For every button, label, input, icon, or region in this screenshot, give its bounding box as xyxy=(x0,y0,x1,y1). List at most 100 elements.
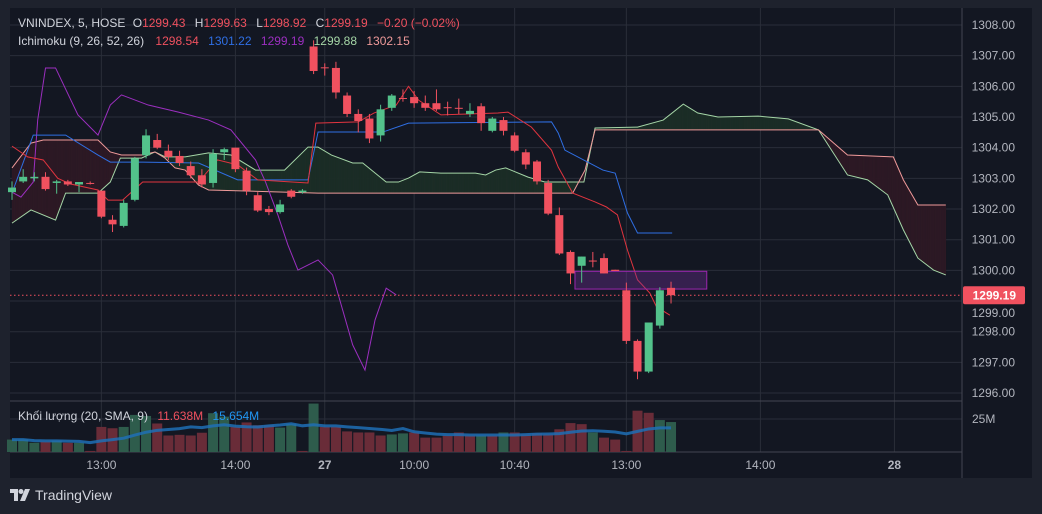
cloud-segment xyxy=(39,140,42,215)
cloud-segment xyxy=(322,149,324,194)
cloud-segment xyxy=(368,167,370,194)
cloud-segment xyxy=(473,172,475,194)
volume-tick-label: 25M xyxy=(972,412,995,426)
cloud-segment xyxy=(526,176,529,194)
candle-body xyxy=(633,340,642,372)
cloud-segment xyxy=(317,146,320,194)
ichimoku-legend[interactable]: Ichimoku (9, 26, 52, 26) 1298.54 1301.22… xyxy=(18,34,416,48)
cloud-segment xyxy=(733,116,735,131)
candle-body xyxy=(331,67,340,93)
cloud-segment xyxy=(883,156,885,193)
candle-body xyxy=(577,256,586,266)
volume-bar xyxy=(29,442,40,452)
cloud-segment xyxy=(792,120,795,131)
cloud-segment xyxy=(59,139,62,209)
cloud-segment xyxy=(319,147,321,194)
cloud-segment xyxy=(54,139,56,221)
cloud-segment xyxy=(774,117,777,131)
cloud-segment xyxy=(716,116,719,131)
cloud-segment xyxy=(470,172,473,194)
cloud-segment xyxy=(558,181,560,194)
last-price-badge xyxy=(963,286,1025,305)
cloud-segment xyxy=(360,162,362,194)
volume-legend[interactable]: Khối lượng (20, SMA, 9) 11.638M 15.654M xyxy=(18,409,265,423)
cloud-segment xyxy=(49,139,52,219)
cloud-segment xyxy=(721,116,723,131)
cloud-segment xyxy=(696,112,698,131)
cloud-segment xyxy=(297,155,300,193)
cloud-segment xyxy=(437,172,439,194)
cloud-segment xyxy=(468,172,471,194)
cloud-segment xyxy=(439,172,442,194)
cloud-segment xyxy=(776,117,779,131)
volume-bar xyxy=(498,432,509,452)
cloud-segment xyxy=(698,113,701,131)
cloud-segment xyxy=(706,114,709,131)
cloud-segment xyxy=(903,179,905,233)
cloud-segment xyxy=(775,117,778,131)
cloud-segment xyxy=(885,156,887,195)
candle-body xyxy=(119,202,128,226)
cloud-segment xyxy=(357,162,359,194)
cloud-segment xyxy=(702,113,704,131)
volume-bar xyxy=(230,426,241,452)
symbol-name[interactable]: VNINDEX, 5, HOSE xyxy=(18,16,126,30)
candle-body xyxy=(209,153,218,183)
cloud-segment xyxy=(383,179,386,194)
tradingview-logo[interactable]: TradingView xyxy=(10,487,112,503)
cloud-segment xyxy=(370,169,372,194)
volume-bar xyxy=(409,432,420,452)
cloud-segment xyxy=(31,142,34,212)
cloud-segment xyxy=(382,178,385,194)
candle-body xyxy=(454,107,463,109)
cloud-segment xyxy=(392,181,395,194)
cloud-segment xyxy=(348,161,350,194)
cloud-segment xyxy=(425,172,427,194)
cloud-segment xyxy=(415,173,417,194)
last-price-label: 1299.19 xyxy=(973,289,1017,303)
cloud-segment xyxy=(865,155,867,180)
cloud-segment xyxy=(303,149,305,193)
cloud-segment xyxy=(919,204,922,261)
kijun-line xyxy=(11,121,673,234)
cloud-segment xyxy=(531,177,533,194)
candle-body xyxy=(175,155,184,164)
cloud-segment xyxy=(420,171,423,194)
cloud-segment xyxy=(890,156,893,205)
cloud-segment xyxy=(64,139,66,197)
volume-bar xyxy=(420,437,431,452)
cloud-segment xyxy=(362,162,365,194)
candle-body xyxy=(354,113,363,121)
volume-bar xyxy=(286,424,297,452)
cloud-segment xyxy=(492,170,494,194)
candle-body xyxy=(41,176,50,190)
cloud-segment xyxy=(902,177,904,230)
candle-body xyxy=(443,107,452,109)
cloud-segment xyxy=(783,118,786,131)
cloud-segment xyxy=(516,172,519,194)
cloud-segment xyxy=(27,145,29,213)
cloud-segment xyxy=(646,124,648,131)
cloud-segment xyxy=(469,172,472,194)
cloud-segment xyxy=(438,172,440,194)
cloud-segment xyxy=(712,115,714,131)
cloud-segment xyxy=(676,108,678,131)
cloud-segment xyxy=(647,123,649,131)
cloud-segment xyxy=(674,110,676,131)
cloud-segment xyxy=(747,116,750,131)
cloud-segment xyxy=(847,154,849,176)
cloud-segment xyxy=(331,154,333,194)
cloud-segment xyxy=(69,139,72,194)
cloud-segment xyxy=(352,162,354,194)
cloud-segment xyxy=(72,139,74,194)
cloud-segment xyxy=(701,113,703,131)
cloud-segment xyxy=(657,121,659,131)
volume-bar xyxy=(643,412,654,452)
cloud-segment xyxy=(682,103,684,131)
cloud-segment xyxy=(773,117,776,131)
cloud-segment xyxy=(694,110,696,131)
cloud-segment xyxy=(714,116,716,131)
candle-body xyxy=(231,147,240,170)
cloud-segment xyxy=(434,172,436,194)
